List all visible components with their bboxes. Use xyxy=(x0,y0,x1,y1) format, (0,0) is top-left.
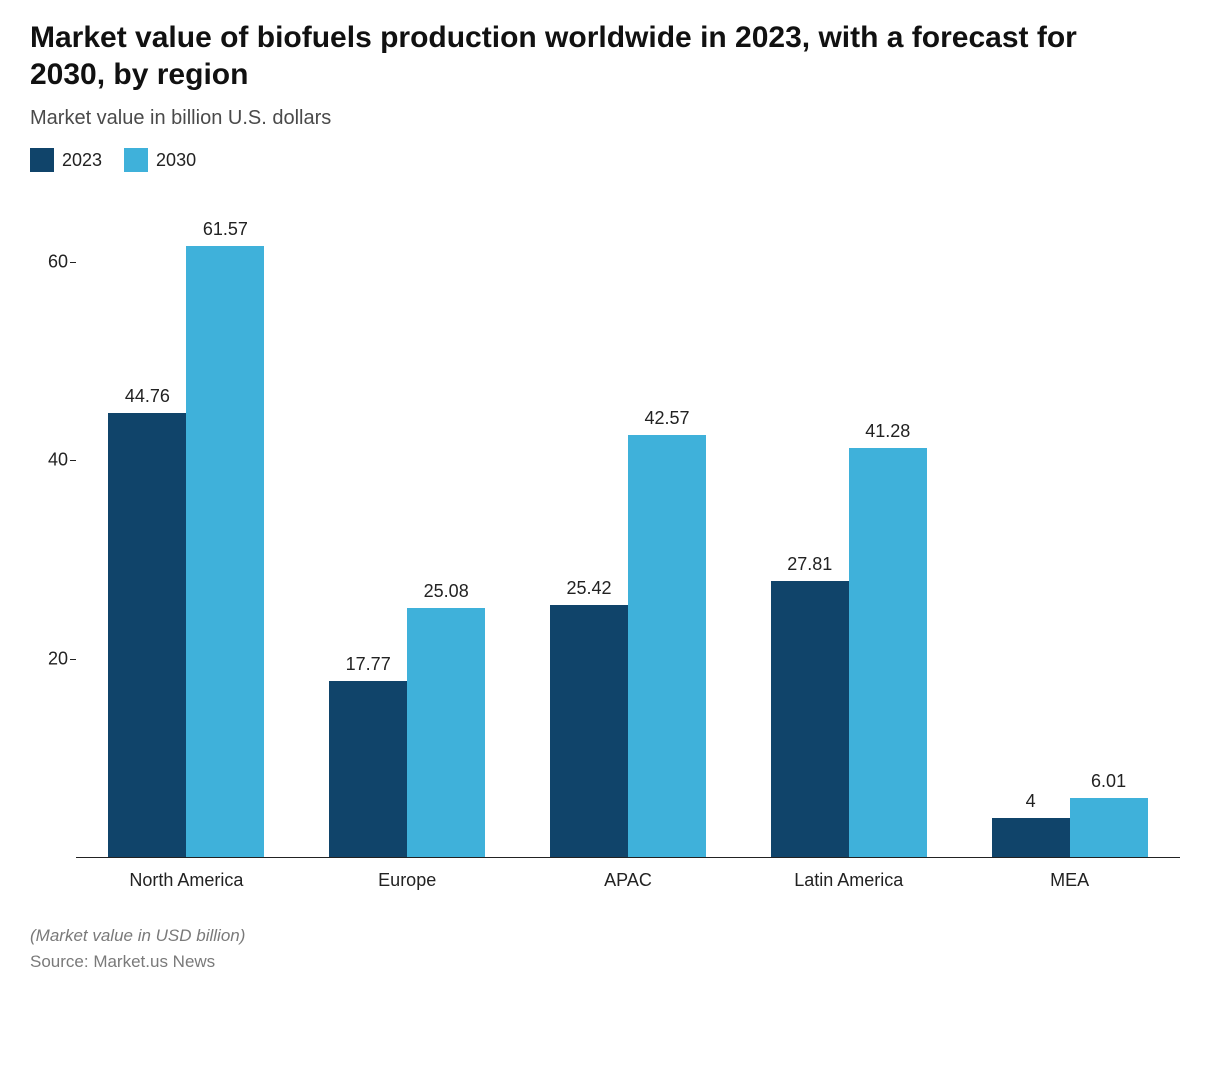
legend-swatch-2023 xyxy=(30,148,54,172)
bar-value-label: 27.81 xyxy=(787,554,832,575)
bar-wrap: 6.01 xyxy=(1070,202,1148,857)
chart-container: Market value of biofuels production worl… xyxy=(0,0,1220,1066)
bar-value-label: 41.28 xyxy=(865,421,910,442)
chart-source: Source: Market.us News xyxy=(30,952,1190,972)
x-axis-label: Europe xyxy=(297,858,518,902)
bar-wrap: 4 xyxy=(992,202,1070,857)
bar xyxy=(407,608,485,857)
bar xyxy=(628,435,706,857)
bar-wrap: 44.76 xyxy=(108,202,186,857)
chart-subtitle: Market value in billion U.S. dollars xyxy=(30,107,1190,130)
y-axis-label: 60 xyxy=(32,251,68,272)
bar xyxy=(186,246,264,857)
bar-group: 27.81 41.28 xyxy=(738,202,959,857)
legend-label-2030: 2030 xyxy=(156,150,196,171)
bar-wrap: 61.57 xyxy=(186,202,264,857)
bar xyxy=(849,448,927,858)
legend: 2023 2030 xyxy=(30,148,1190,172)
chart-title: Market value of biofuels production worl… xyxy=(30,20,1130,93)
x-axis-label: North America xyxy=(76,858,297,902)
bar-value-label: 17.77 xyxy=(346,654,391,675)
bar xyxy=(550,605,628,857)
y-axis-tickmark xyxy=(70,262,76,263)
source-name: Market.us News xyxy=(93,952,215,971)
bar-value-label: 42.57 xyxy=(644,408,689,429)
bar-wrap: 27.81 xyxy=(771,202,849,857)
bar-wrap: 41.28 xyxy=(849,202,927,857)
bar-wrap: 25.08 xyxy=(407,202,485,857)
bar-group: 46.01 xyxy=(959,202,1180,857)
legend-label-2023: 2023 xyxy=(62,150,102,171)
bar xyxy=(108,413,186,857)
y-axis-tickmark xyxy=(70,659,76,660)
x-axis-label: MEA xyxy=(959,858,1180,902)
bar xyxy=(992,818,1070,858)
x-axis-labels: North AmericaEuropeAPACLatin AmericaMEA xyxy=(76,858,1180,902)
bar-value-label: 25.42 xyxy=(566,578,611,599)
bar xyxy=(1070,798,1148,858)
bar xyxy=(771,581,849,857)
bar-group: 44.76 61.57 xyxy=(76,202,297,857)
bar-value-label: 4 xyxy=(1026,791,1036,812)
bar-value-label: 25.08 xyxy=(424,581,469,602)
bar xyxy=(329,681,407,857)
y-axis-label: 40 xyxy=(32,450,68,471)
bar-group: 25.42 42.57 xyxy=(518,202,739,857)
bar-wrap: 25.42 xyxy=(550,202,628,857)
legend-swatch-2030 xyxy=(124,148,148,172)
bar-wrap: 17.77 xyxy=(329,202,407,857)
source-prefix: Source: xyxy=(30,952,93,971)
y-axis-label: 20 xyxy=(32,648,68,669)
bar-group: 17.77 25.08 xyxy=(297,202,518,857)
x-axis-label: APAC xyxy=(518,858,739,902)
bar-value-label: 61.57 xyxy=(203,219,248,240)
plot-area: 44.76 61.57 17.77 25.08 25.42 42.57 27.81 41.28… xyxy=(76,202,1180,858)
bar-value-label: 44.76 xyxy=(125,386,170,407)
bar-wrap: 42.57 xyxy=(628,202,706,857)
legend-item-2030: 2030 xyxy=(124,148,196,172)
legend-item-2023: 2023 xyxy=(30,148,102,172)
bar-groups: 44.76 61.57 17.77 25.08 25.42 42.57 27.81 41.28… xyxy=(76,202,1180,857)
y-axis-tickmark xyxy=(70,460,76,461)
bar-value-label: 6.01 xyxy=(1091,771,1126,792)
chart-footnote: (Market value in USD billion) xyxy=(30,926,1190,946)
chart-area: 44.76 61.57 17.77 25.08 25.42 42.57 27.81 41.28… xyxy=(30,182,1190,902)
x-axis-label: Latin America xyxy=(738,858,959,902)
